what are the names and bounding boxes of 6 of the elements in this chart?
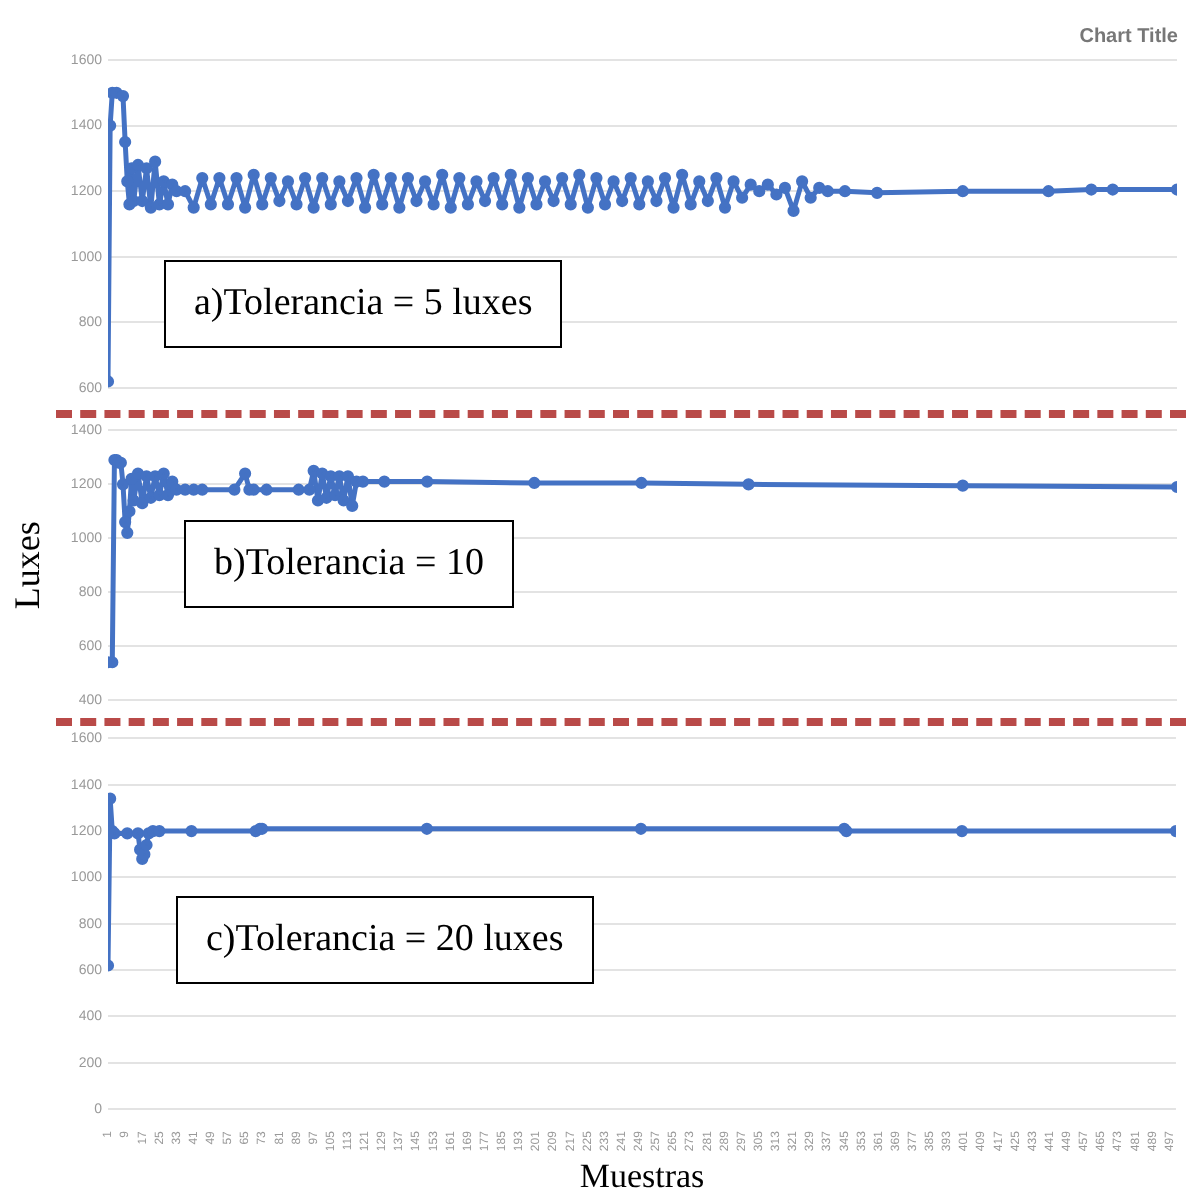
y-axis-title: Luxes (7, 521, 48, 610)
annotation: b)Tolerancia = 10 (184, 520, 514, 608)
x-axis-title: Muestras (579, 1156, 705, 1195)
annotation: c)Tolerancia = 20 luxes (176, 896, 594, 984)
annotation: a)Tolerancia = 5 luxes (164, 260, 563, 348)
chart-title: Chart Title (1079, 25, 1179, 48)
